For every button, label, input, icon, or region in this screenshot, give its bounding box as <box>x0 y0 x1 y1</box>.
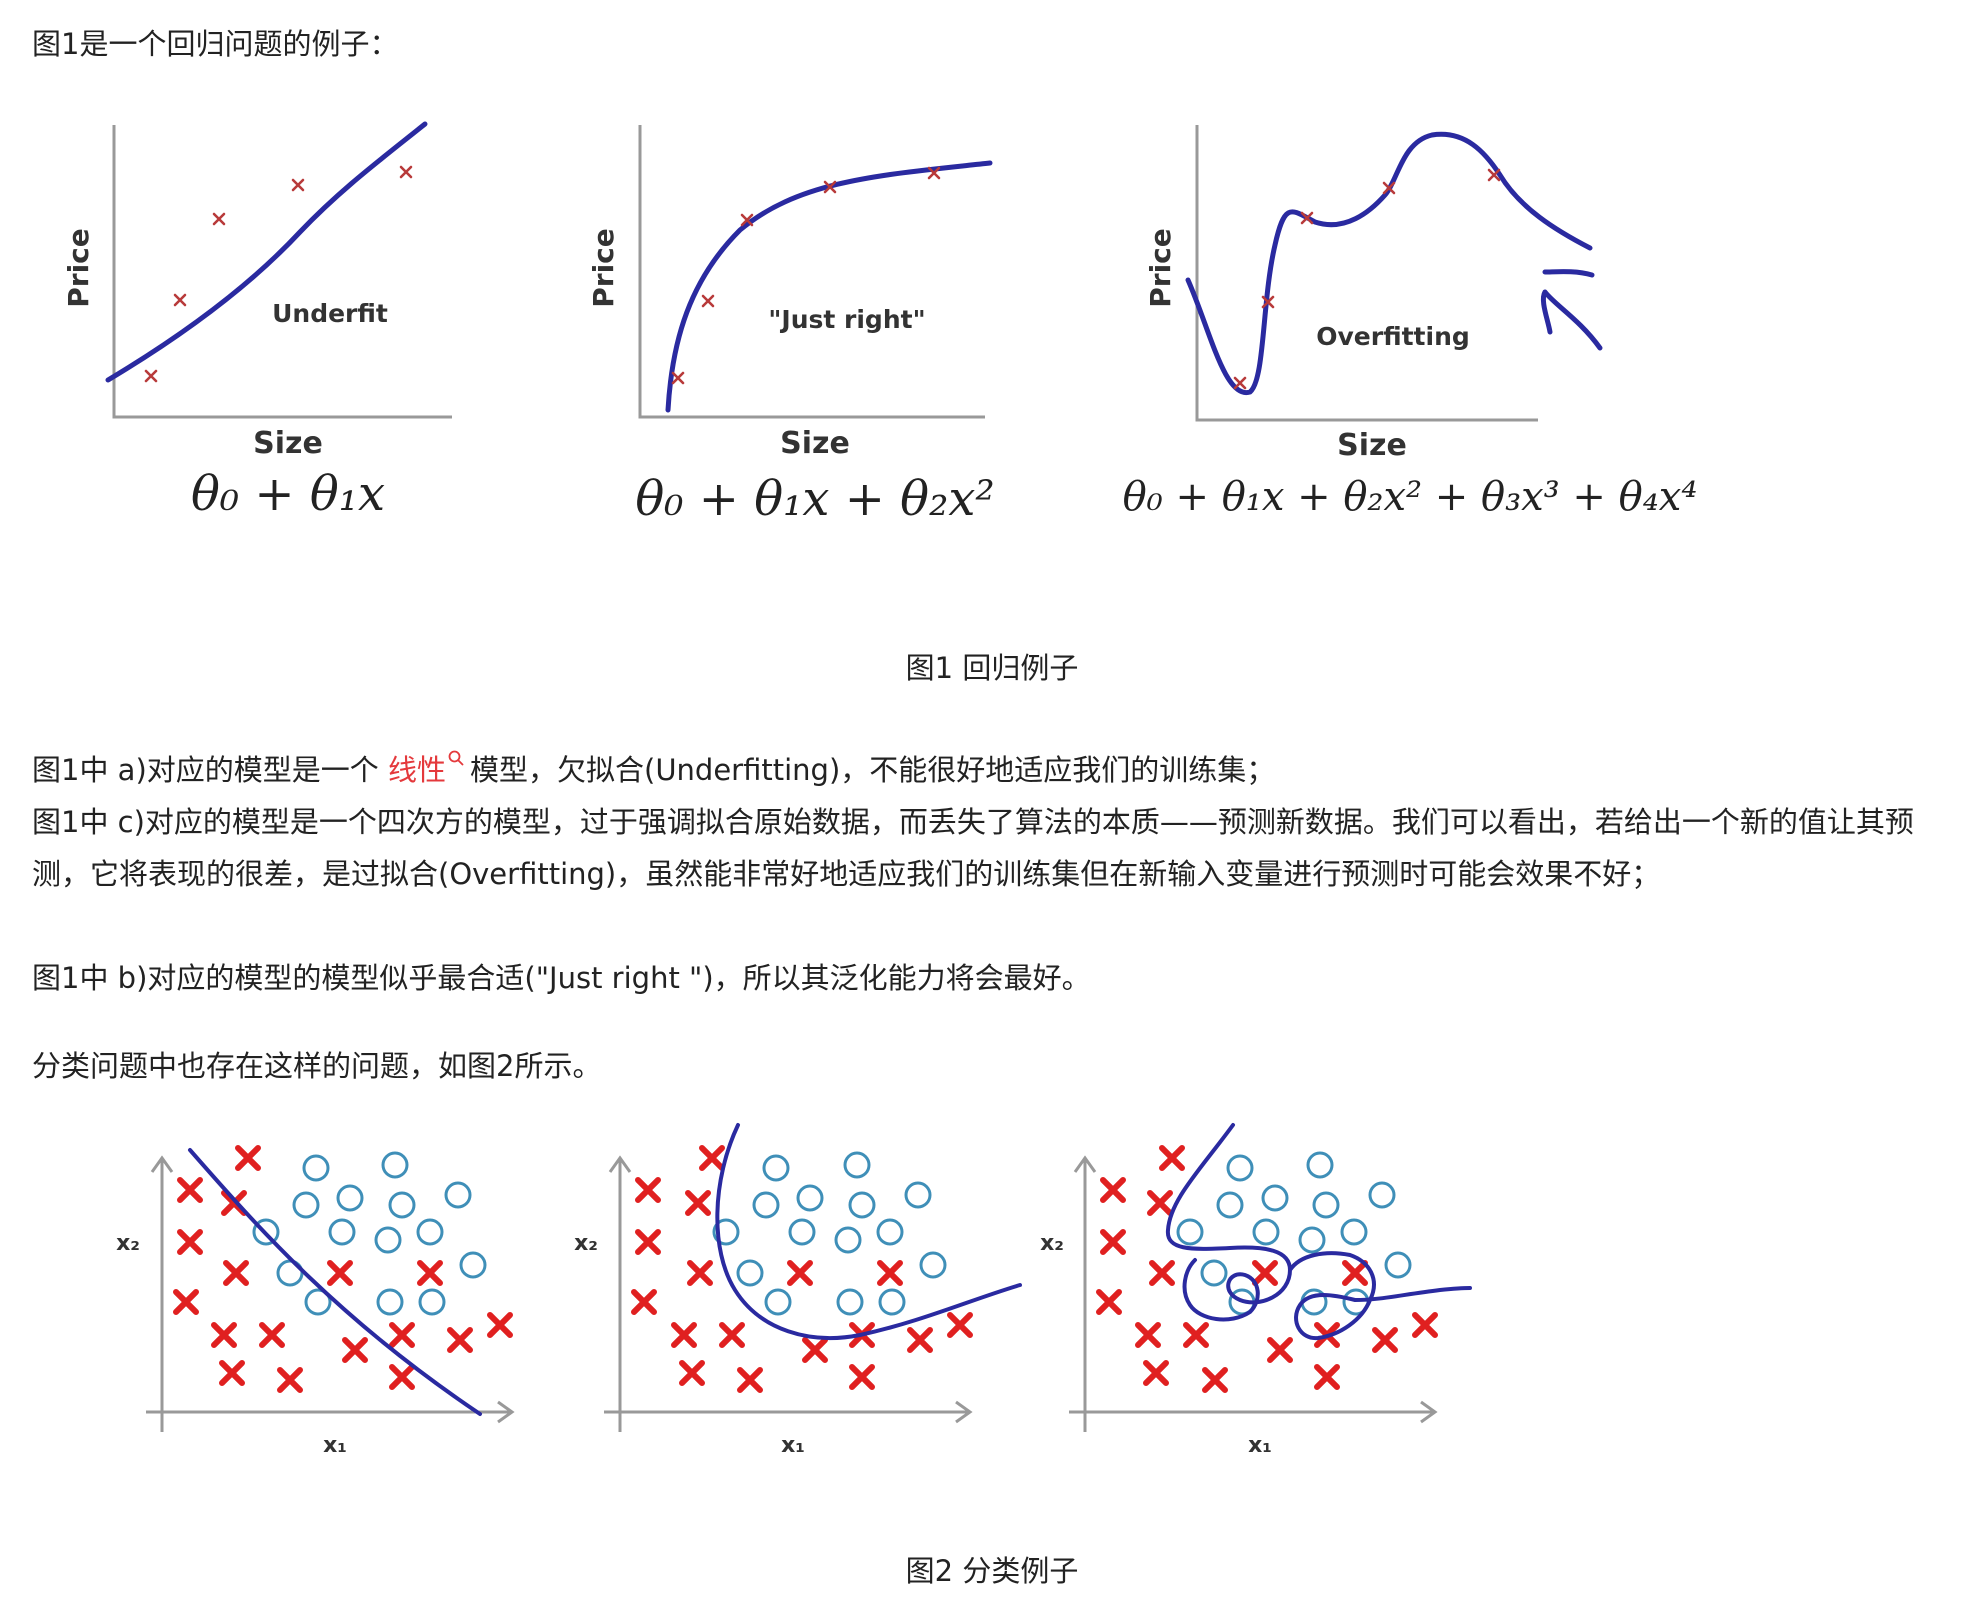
intro-text: 图1是一个回归问题的例子： <box>32 27 399 61</box>
panel-label: Overfitting <box>1316 322 1470 351</box>
class-x-points <box>1096 1145 1438 1393</box>
y-axis-label: x₂ <box>1040 1231 1064 1256</box>
figure2-classification: x₂ x₁ x₂ x₁ <box>116 1123 1472 1458</box>
paragraph-text: 模型，欠拟合(Underfitting)，不能很好地适应我们的训练集； <box>470 753 1276 787</box>
overfitting-curve <box>1185 131 1593 395</box>
paragraph-classification: 分类问题中也存在这样的问题，如图2所示。 <box>32 1049 602 1083</box>
paragraph-text: 图1中 a)对应的模型是一个 <box>32 753 379 787</box>
y-axis-label: x₂ <box>574 1231 598 1256</box>
linear-link[interactable]: 线性 <box>387 753 446 787</box>
panel-underfit: Underfit Size Price θ₀ + θ₁x <box>62 121 452 522</box>
y-axis-label: Price <box>587 228 620 308</box>
class-x-points <box>173 1145 513 1393</box>
x-axis-label: Size <box>780 426 850 461</box>
decision-boundary <box>715 1123 1022 1340</box>
decision-boundary <box>188 1148 482 1416</box>
model-formula: θ₀ + θ₁x + θ₂x² <box>635 471 994 527</box>
decision-boundary <box>1165 1123 1472 1341</box>
model-formula: θ₀ + θ₁x + θ₂x² + θ₃x³ + θ₄x⁴ <box>1123 474 1698 520</box>
arrow-icon <box>1540 269 1603 351</box>
x-axis-label: Size <box>1337 428 1407 463</box>
data-points-c <box>1233 168 1501 390</box>
paragraph-just-right: 图1中 b)对应的模型的模型似乎最合适("Just right ")，所以其泛化… <box>32 961 1091 995</box>
underfit-line <box>105 121 428 383</box>
figure2-caption: 图2 分类例子 <box>905 1554 1079 1588</box>
x-axis-label: x₁ <box>323 1433 347 1458</box>
class-o-points <box>1176 1151 1412 1316</box>
panel-linear-boundary: x₂ x₁ <box>116 1145 515 1458</box>
panel-curved-boundary: x₂ x₁ <box>574 1123 1022 1458</box>
data-points-b <box>671 166 941 385</box>
paragraph-overfit: 图1中 c)对应的模型是一个四次方的模型，过于强调拟合原始数据，而丢失了算法的本… <box>32 805 1914 891</box>
figure1-regression: Underfit Size Price θ₀ + θ₁x "Just right… <box>62 121 1698 527</box>
panel-overfitting: Overfitting Size Price θ₀ + θ₁x + θ₂x² +… <box>1123 125 1698 520</box>
figure1-caption: 图1 回归例子 <box>905 651 1079 685</box>
class-x-points <box>631 1145 973 1393</box>
panel-overfit-boundary: x₂ x₁ <box>1040 1123 1472 1458</box>
panel-label: "Just right" <box>768 305 925 334</box>
x-axis-label: Size <box>253 426 323 461</box>
class-o-points <box>712 1151 947 1316</box>
search-icon[interactable] <box>448 750 464 766</box>
x-axis-label: x₁ <box>781 1433 805 1458</box>
panel-label: Underfit <box>272 299 388 328</box>
y-axis-label: Price <box>62 228 95 308</box>
y-axis-label: Price <box>1144 228 1177 308</box>
y-axis-label: x₂ <box>116 1231 140 1256</box>
x-axis-label: x₁ <box>1248 1433 1272 1458</box>
model-formula: θ₀ + θ₁x <box>191 466 385 522</box>
just-right-curve <box>665 160 993 413</box>
panel-just-right: "Just right" Size Price θ₀ + θ₁x + θ₂x² <box>587 125 995 527</box>
class-o-points <box>252 1151 487 1316</box>
paragraph-underfit: 图1中 a)对应的模型是一个 线性 模型，欠拟合(Underfitting)，不能… <box>32 744 1962 796</box>
data-points-a <box>144 165 413 383</box>
